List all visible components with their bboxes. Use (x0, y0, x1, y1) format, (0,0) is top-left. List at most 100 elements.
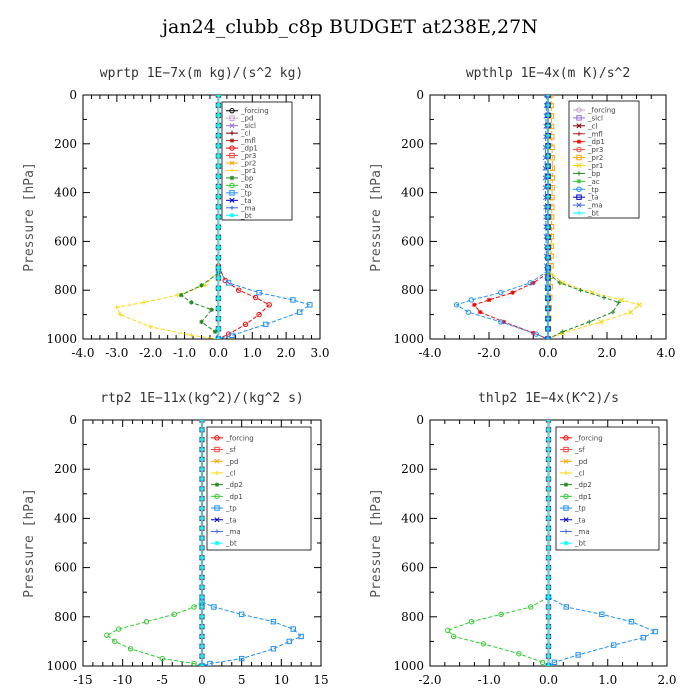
legend-entry-mfl-marker (229, 138, 235, 143)
panel-title: rtp2 1E−11x(kg^2)/(kg^2 s) (100, 391, 304, 406)
series-tp-marker (290, 626, 296, 632)
series-bt-marker (545, 245, 551, 250)
legend-entry-pd: _pd (225, 458, 238, 466)
series-bt-marker (546, 575, 551, 580)
series-pr1-marker (148, 324, 153, 329)
y-tick-label: 0 (416, 88, 424, 102)
legend-entry-cl-marker (563, 470, 569, 476)
series-tp-marker (211, 604, 217, 610)
series-pr2-line (547, 95, 553, 339)
series-bt-marker (546, 644, 551, 649)
series-dp1-marker (445, 627, 451, 634)
legend: _forcing_pd_sicl_cl_mfl_dp1_pr3_pr2_pr1_… (221, 101, 293, 221)
series-tp-marker (238, 655, 245, 662)
legend-entry-pd: _pd (574, 458, 587, 466)
series-pr1-line (116, 270, 219, 339)
series-tp-marker (599, 611, 605, 618)
legend-entry-tp-marker (563, 505, 569, 511)
series-bt-marker (546, 437, 551, 442)
y-tick-label: 800 (401, 283, 424, 297)
y-tick-label: 600 (54, 234, 77, 248)
legend-entry-ma-marker (576, 202, 582, 208)
legend-entry-forcing: _forcing (225, 434, 254, 442)
series-tp-line (455, 270, 549, 339)
series-bt-marker (199, 506, 205, 511)
series-bt-marker (546, 624, 551, 629)
series-pr1-marker (628, 309, 634, 315)
series-bt-marker (216, 95, 221, 98)
legend-entry-forcing: _forcing (240, 107, 269, 115)
series-bt-marker (199, 420, 205, 423)
series-bt-marker (216, 326, 221, 332)
legend-entry-ta-marker (229, 197, 235, 203)
legend-entry-pd: _pd (240, 115, 253, 123)
y-axis-label: Pressure [hPa] (22, 488, 37, 598)
series-bt-marker (546, 604, 551, 610)
y-tick-label: 800 (54, 610, 77, 624)
series-bt-marker (216, 306, 221, 311)
series-bt-marker (216, 143, 221, 149)
series-bt-marker (216, 163, 221, 169)
legend-entry-ma-marker (229, 205, 235, 210)
x-tick-label: 0.0 (539, 673, 558, 687)
series-tp-marker (468, 297, 474, 303)
series-bt-marker (216, 336, 221, 339)
series-bt-marker (545, 326, 551, 332)
panel-title: wpthlp 1E−4x(m K)/s^2 (466, 66, 630, 81)
legend-entry-sf-marker (563, 446, 569, 453)
legend-entry-pr2-marker (229, 160, 235, 166)
x-tick-label: -2.0 (418, 673, 441, 687)
series-dp1-marker (242, 321, 249, 328)
legend-entry-dp1-marker (576, 139, 582, 144)
series-bt-marker (216, 265, 221, 271)
legend-entry-sicl: _sicl (240, 122, 256, 130)
series-dp1-line (473, 272, 549, 339)
legend: _forcing _sf _pd _cl _dp2 _dp1 _tp _ta _ma _bt (555, 426, 660, 551)
legend-entry-dp2-marker (214, 482, 220, 487)
legend-entry-ac: _ac (587, 178, 600, 186)
series-pr2-marker (546, 315, 552, 321)
x-tick-label: 0.0 (209, 346, 228, 360)
legend-entry-pr1: _pr1 (240, 167, 256, 175)
legend-entry-tp-marker (229, 190, 235, 196)
y-axis-label: Pressure [hPa] (22, 162, 37, 272)
legend-entry-dp2: _dp2 (225, 481, 243, 489)
legend-entry-ma-marker (214, 529, 220, 534)
series-bp-marker (560, 329, 565, 334)
series-bp-marker (199, 283, 204, 288)
series-bp-marker (212, 329, 218, 334)
series-dp1-marker (127, 646, 134, 652)
x-tick-label: -4.0 (418, 346, 441, 360)
series-bt-marker (545, 143, 551, 149)
legend-entry-ac-marker (576, 179, 582, 184)
series-bt-marker (216, 204, 221, 210)
legend-entry-dp1: _dp1 (587, 138, 605, 146)
series-bt-marker (199, 565, 205, 570)
series-bt-marker (216, 285, 221, 291)
series-tp-marker (256, 289, 262, 296)
series-dp1-marker (472, 302, 477, 308)
legend-entry-sf-marker (214, 446, 220, 453)
series-bp-marker (189, 300, 194, 305)
y-tick-label: 600 (401, 561, 424, 575)
legend-entry-ma: _ma (587, 202, 603, 210)
series-tp-marker (610, 642, 617, 648)
legend-entry-forcing: _forcing (574, 434, 603, 442)
legend-entry-cl: _cl (574, 469, 584, 477)
series-bt-marker (199, 447, 205, 452)
series-tp-marker (498, 319, 504, 325)
series-bt-marker (545, 275, 551, 281)
x-tick-label: 10 (274, 673, 289, 687)
legend-entry-pr1-marker (576, 162, 582, 169)
legend-entry-pr3: _pr3 (240, 152, 256, 160)
series-bt-marker (546, 535, 551, 541)
series-tp-marker (225, 280, 232, 286)
series-dp1-line (105, 601, 203, 666)
series-bt-marker (216, 184, 221, 189)
series-dp1-marker (451, 633, 457, 640)
legend-entry-forcing-marker (563, 435, 569, 441)
series-ma-marker (545, 336, 551, 339)
series-dp1-marker (171, 611, 177, 618)
legend-entry-bt: _bt (225, 540, 237, 548)
